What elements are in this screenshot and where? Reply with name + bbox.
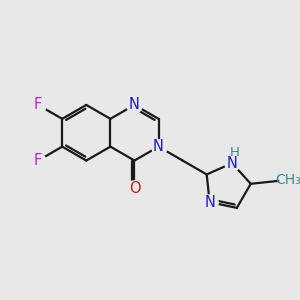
Text: N: N [153,139,164,154]
Text: H: H [230,146,239,159]
Text: O: O [129,181,140,196]
Text: N: N [129,98,140,112]
Text: N: N [227,156,238,171]
Text: F: F [33,97,42,112]
Text: F: F [33,153,42,168]
Text: CH₃: CH₃ [275,173,300,187]
Text: N: N [204,195,215,210]
